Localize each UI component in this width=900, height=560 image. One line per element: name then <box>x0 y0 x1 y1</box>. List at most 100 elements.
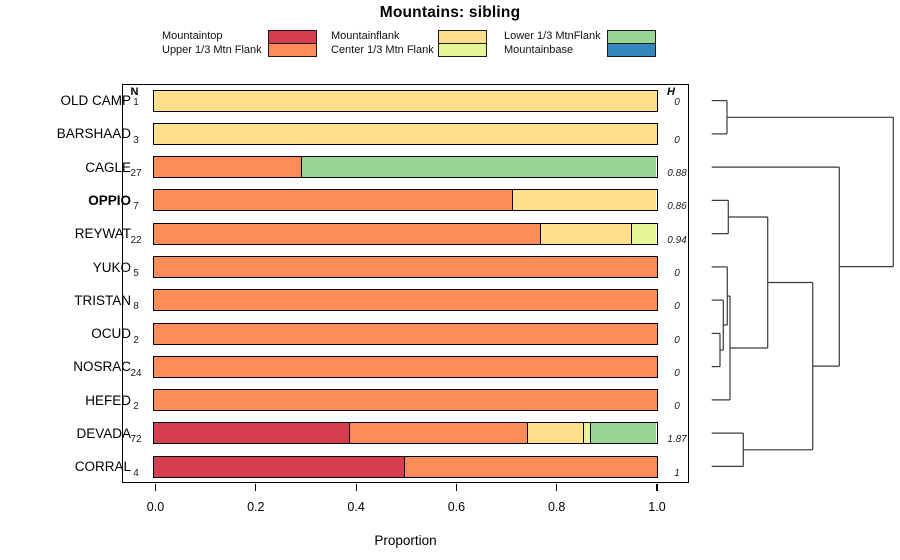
h-value: 0 <box>674 367 680 379</box>
row-label: DEVADA <box>76 425 131 441</box>
h-value: 0.88 <box>667 168 687 180</box>
legend-swatch <box>607 43 656 58</box>
bar-segment <box>513 190 657 211</box>
n-column-header: N <box>130 85 139 98</box>
h-value: 0.86 <box>667 201 687 213</box>
bar-segment <box>154 157 303 178</box>
row-label: YUKO <box>92 259 131 275</box>
tick-mark <box>656 484 658 491</box>
x-axis-title: Proportion <box>374 533 437 548</box>
legend-swatch <box>268 43 317 58</box>
legend-swatch <box>438 43 487 58</box>
bar-segment <box>349 423 529 444</box>
h-value: 0 <box>674 334 680 346</box>
bar-row <box>153 455 658 478</box>
legend-label: Mountainbase <box>504 43 574 56</box>
n-value: 4 <box>133 467 139 479</box>
bar-row <box>153 222 658 245</box>
bar-segment <box>405 456 657 477</box>
h-column-header: H <box>667 85 675 98</box>
chart-title: Mountains: sibling <box>379 4 521 21</box>
n-value: 5 <box>133 268 139 279</box>
h-value: 0 <box>674 401 680 413</box>
h-value: 0 <box>674 134 680 146</box>
tick-mark <box>556 484 558 491</box>
bar-row <box>153 156 658 179</box>
tick-label: 1.0 <box>648 500 666 514</box>
row-label: NOSRAC <box>73 359 131 375</box>
bar-row <box>153 322 658 345</box>
bar-segment <box>154 257 657 277</box>
bar-segment <box>154 223 541 244</box>
h-value: 1.87 <box>667 434 687 446</box>
row-label: OCUD <box>91 326 131 342</box>
legend-swatch <box>438 29 487 44</box>
row-label: OLD CAMP <box>60 93 131 109</box>
legend-label: Lower 1/3 MtnFlank <box>504 30 601 42</box>
n-value: 22 <box>130 234 142 246</box>
bar-segment <box>540 223 633 244</box>
row-label: REYWAT <box>74 226 131 242</box>
legend-label: Upper 1/3 Mtn Flank <box>162 43 262 56</box>
tick-label: 0.4 <box>347 500 365 514</box>
n-value: 27 <box>130 168 142 180</box>
legend-label: Mountaintop <box>162 30 223 42</box>
bar-segment <box>154 123 657 144</box>
n-value: 2 <box>133 401 139 413</box>
bar-segment <box>154 190 514 211</box>
h-value: 0.94 <box>667 234 687 246</box>
tick-label: 0.0 <box>146 500 165 514</box>
bar-segment <box>154 323 657 344</box>
row-label: BARSHAAD <box>56 126 131 142</box>
legend-label: Mountainflank <box>331 30 400 42</box>
bar-segment <box>632 223 657 244</box>
tick-label: 0.8 <box>547 500 566 514</box>
bar-row <box>153 256 658 278</box>
row-label: HEFED <box>85 392 131 408</box>
bar-row <box>153 189 658 212</box>
bar-segment <box>154 390 657 411</box>
row-label: TRISTAN <box>74 292 131 308</box>
tick-mark <box>255 484 257 491</box>
bar-row <box>153 355 658 378</box>
h-value: 0 <box>674 301 680 313</box>
bar-segment <box>591 423 657 444</box>
bar-row <box>153 89 658 112</box>
row-label: CORRAL <box>74 459 131 475</box>
tick-label: 0.2 <box>247 500 265 514</box>
legend-swatch <box>268 29 317 44</box>
tick-mark <box>455 484 457 491</box>
bar-segment <box>302 157 657 178</box>
legend-label: Center 1/3 Mtn Flank <box>331 43 434 56</box>
legend-swatch <box>607 29 656 44</box>
row-label: OPPIO <box>88 192 131 208</box>
tick-mark <box>154 484 157 491</box>
tick-label: 0.6 <box>447 500 466 514</box>
n-value: 2 <box>133 334 139 346</box>
bar-row <box>153 122 658 145</box>
tick-mark <box>355 484 357 491</box>
n-value: 3 <box>133 134 139 146</box>
n-value: 8 <box>133 301 139 313</box>
n-value: 72 <box>130 434 142 446</box>
bar-segment <box>154 290 657 311</box>
h-value: 0 <box>674 268 680 279</box>
bar-segment <box>528 423 584 444</box>
n-value: 1 <box>133 96 139 108</box>
h-value: 0 <box>674 96 680 108</box>
bar-row <box>153 289 658 312</box>
bar-segment <box>154 423 350 444</box>
n-value: 24 <box>130 367 142 379</box>
bar-segment <box>154 356 657 377</box>
n-value: 7 <box>133 201 139 213</box>
plot-box <box>122 84 689 483</box>
bar-segment <box>583 423 592 444</box>
bar-row <box>153 422 658 445</box>
h-value: 1 <box>674 467 680 479</box>
bar-segment <box>154 90 657 111</box>
row-label: CAGLE <box>85 159 131 175</box>
bar-row <box>153 389 658 412</box>
bar-segment <box>154 456 406 477</box>
